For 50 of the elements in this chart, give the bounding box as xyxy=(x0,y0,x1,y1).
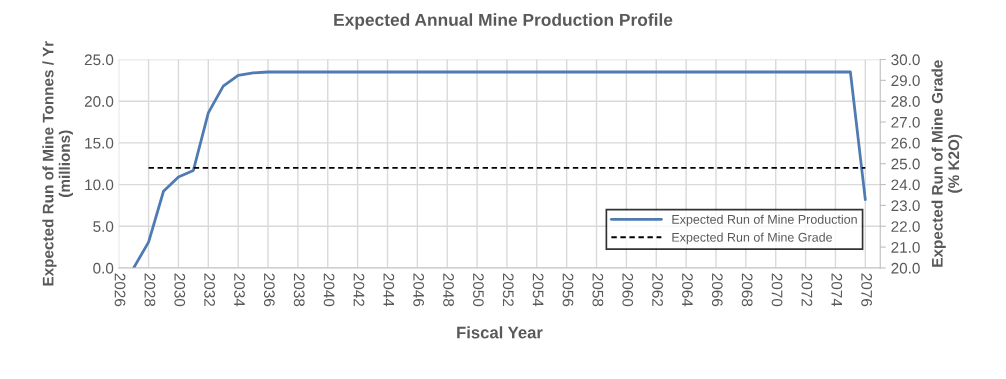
legend-label: Expected Run of Mine Production xyxy=(672,214,857,227)
y-tick-label: 10.0 xyxy=(85,179,114,191)
y2-tick-label: 29.0 xyxy=(891,75,920,87)
x-tick-label: 2064 xyxy=(682,273,693,307)
x-tick-label: 2060 xyxy=(622,273,634,307)
x-tick-label: 2050 xyxy=(472,273,484,307)
x-tick-label: 2062 xyxy=(652,273,663,307)
y2-tick-label: 30.0 xyxy=(891,54,920,66)
y2-tick-label: 21.0 xyxy=(891,241,920,253)
x-tick-label: 2072 xyxy=(801,273,813,307)
chart-title: Expected Annual Mine Production Profile xyxy=(334,13,673,30)
x-tick-label: 2030 xyxy=(174,273,186,307)
y-tick-label: 15.0 xyxy=(85,137,114,149)
x-tick-label: 2048 xyxy=(443,273,454,307)
x-tick-label: 2028 xyxy=(144,273,156,307)
x-tick-label: 2036 xyxy=(263,273,275,307)
x-tick-label: 2058 xyxy=(592,273,604,307)
y2-tick-label: 24.0 xyxy=(891,179,920,191)
x-tick-label: 2070 xyxy=(771,273,783,307)
y2-tick-label: 27.0 xyxy=(891,116,920,128)
x-tick-label: 2074 xyxy=(831,273,843,307)
x-tick-label: 2054 xyxy=(532,273,544,307)
x-tick-label: 2046 xyxy=(413,273,425,307)
line-series xyxy=(132,70,867,268)
x-tick-label: 2056 xyxy=(562,273,574,307)
x-tick-label: 2040 xyxy=(323,273,335,307)
x-tick-label: 2066 xyxy=(711,273,723,307)
y2-tick-label: 23.0 xyxy=(891,200,920,212)
x-tick-label: 2068 xyxy=(741,273,753,307)
y2-axis-title: Expected Run of Mine Grade (% K2O) xyxy=(931,60,963,267)
y-tick-label: 5.0 xyxy=(93,221,114,232)
legend-label: Expected Run of Mine Grade xyxy=(672,232,833,245)
x-tick-label: 2052 xyxy=(502,273,514,307)
x-tick-label: 2042 xyxy=(353,273,365,307)
y2-tick-label: 22.0 xyxy=(891,221,920,232)
y2-tick-label: 20.0 xyxy=(891,262,920,274)
y-tick-label: 0.0 xyxy=(93,262,114,274)
y2-tick-label: 25.0 xyxy=(891,158,920,170)
x-tick-label: 2044 xyxy=(383,273,395,307)
x-axis-title: Fiscal Year xyxy=(457,326,543,339)
x-tick-label: 2026 xyxy=(114,273,126,307)
y2-tick-label: 26.0 xyxy=(891,137,920,149)
x-tick-label: 2034 xyxy=(234,273,245,307)
x-tick-label: 2032 xyxy=(204,273,216,307)
y-axis-title: Expected Run of Mine Tonnes / Yr (millions) xyxy=(42,41,73,286)
y2-tick-label: 28.0 xyxy=(891,96,920,107)
x-tick-label: 2038 xyxy=(293,273,305,307)
y-tick-label: 20.0 xyxy=(84,96,114,107)
y-tick-label: 25.0 xyxy=(84,54,114,66)
x-tick-label: 2076 xyxy=(861,273,873,307)
